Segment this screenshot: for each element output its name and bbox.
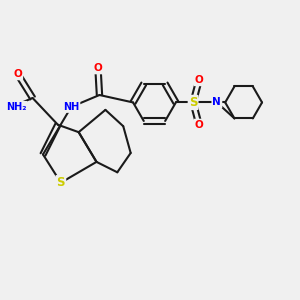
Text: N: N bbox=[212, 98, 221, 107]
Text: O: O bbox=[14, 69, 22, 79]
Text: S: S bbox=[57, 176, 65, 189]
Text: O: O bbox=[195, 120, 203, 130]
Text: NH₂: NH₂ bbox=[6, 102, 26, 112]
Text: NH: NH bbox=[63, 102, 80, 112]
Text: O: O bbox=[94, 63, 102, 73]
Text: O: O bbox=[195, 75, 203, 85]
Text: S: S bbox=[189, 96, 197, 109]
